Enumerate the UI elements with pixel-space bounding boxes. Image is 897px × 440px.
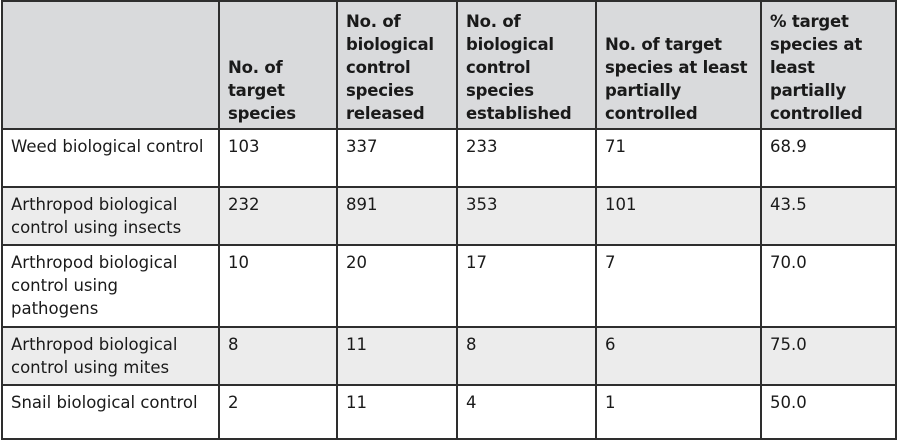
- cell: 2: [218, 384, 338, 440]
- table-row: Arthropod biological control using insec…: [1, 186, 897, 246]
- cell: 71: [595, 128, 762, 188]
- cell: 233: [456, 128, 597, 188]
- cell: 353: [456, 186, 597, 246]
- header-established: No. of biological control species establ…: [456, 0, 597, 130]
- row-label: Arthropod biological control using insec…: [1, 186, 220, 246]
- cell: 8: [456, 326, 597, 386]
- cell: 75.0: [760, 326, 897, 386]
- cell: 10: [218, 244, 338, 328]
- table-row: Arthropod biological control using patho…: [1, 244, 897, 328]
- cell: 11: [336, 384, 458, 440]
- row-label: Arthropod biological control using mites: [1, 326, 220, 386]
- cell: 6: [595, 326, 762, 386]
- cell: 891: [336, 186, 458, 246]
- cell: 101: [595, 186, 762, 246]
- cell: 337: [336, 128, 458, 188]
- header-released: No. of biological control species releas…: [336, 0, 458, 130]
- header-percent-controlled: % target species at least partially cont…: [760, 0, 897, 130]
- cell: 8: [218, 326, 338, 386]
- cell: 7: [595, 244, 762, 328]
- cell: 43.5: [760, 186, 897, 246]
- cell: 20: [336, 244, 458, 328]
- header-target-species: No. of target species: [218, 0, 338, 130]
- row-label: Weed biological control: [1, 128, 220, 188]
- table-row: Weed biological control 103 337 233 71 6…: [1, 128, 897, 188]
- header-controlled: No. of target species at least partially…: [595, 0, 762, 130]
- table-row: Snail biological control 2 11 4 1 50.0: [1, 384, 897, 440]
- header-row: No. of target species No. of biological …: [1, 0, 897, 130]
- row-label: Snail biological control: [1, 384, 220, 440]
- header-cell-empty: [1, 0, 220, 130]
- table-row: Arthropod biological control using mites…: [1, 326, 897, 386]
- row-label: Arthropod biological control using patho…: [1, 244, 220, 328]
- cell: 103: [218, 128, 338, 188]
- cell: 4: [456, 384, 597, 440]
- cell: 11: [336, 326, 458, 386]
- cell: 70.0: [760, 244, 897, 328]
- cell: 17: [456, 244, 597, 328]
- cell: 68.9: [760, 128, 897, 188]
- cell: 50.0: [760, 384, 897, 440]
- cell: 1: [595, 384, 762, 440]
- cell: 232: [218, 186, 338, 246]
